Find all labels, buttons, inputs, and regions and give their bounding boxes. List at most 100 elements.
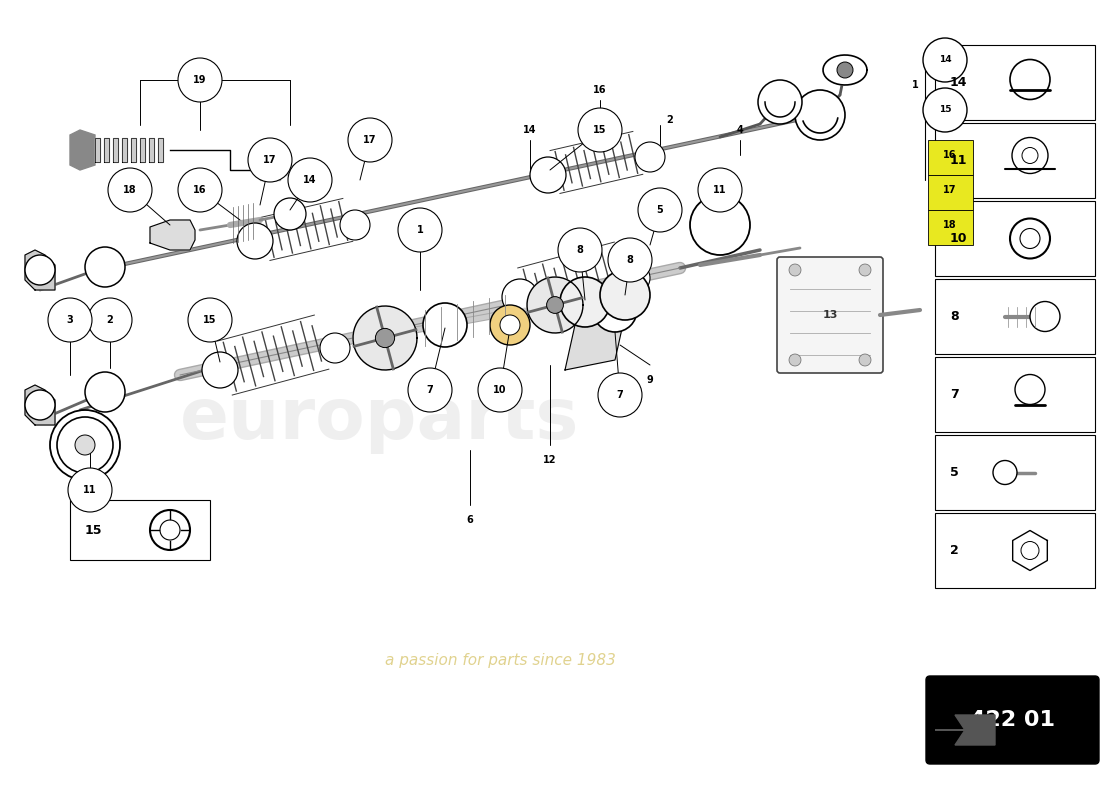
- Text: 7: 7: [950, 388, 959, 401]
- Bar: [928, 175, 974, 210]
- Circle shape: [478, 368, 522, 412]
- Text: europarts: europarts: [180, 386, 580, 454]
- Text: 16: 16: [593, 85, 607, 95]
- Bar: [935, 45, 1094, 120]
- Circle shape: [48, 298, 92, 342]
- Text: 8: 8: [950, 310, 958, 323]
- Circle shape: [1012, 138, 1048, 174]
- Polygon shape: [527, 277, 583, 333]
- Polygon shape: [353, 306, 417, 370]
- Circle shape: [530, 157, 566, 193]
- Circle shape: [578, 108, 621, 152]
- Circle shape: [490, 305, 530, 345]
- Circle shape: [424, 303, 468, 347]
- Circle shape: [178, 58, 222, 102]
- Circle shape: [57, 417, 113, 473]
- Text: 8: 8: [627, 255, 634, 265]
- Circle shape: [150, 510, 190, 550]
- Bar: [935, 123, 1094, 198]
- Text: 15: 15: [204, 315, 217, 325]
- Polygon shape: [280, 165, 295, 175]
- Circle shape: [25, 255, 55, 285]
- Circle shape: [993, 461, 1018, 485]
- Polygon shape: [823, 55, 867, 85]
- Polygon shape: [158, 138, 163, 162]
- Text: 13: 13: [823, 310, 838, 320]
- Text: 18: 18: [123, 185, 136, 195]
- Circle shape: [558, 228, 602, 272]
- Text: 5: 5: [657, 205, 663, 215]
- Circle shape: [1015, 374, 1045, 405]
- Polygon shape: [148, 138, 154, 162]
- Circle shape: [598, 373, 642, 417]
- Polygon shape: [122, 138, 127, 162]
- Polygon shape: [131, 138, 136, 162]
- Circle shape: [1020, 229, 1040, 249]
- Polygon shape: [260, 160, 280, 180]
- Circle shape: [178, 168, 222, 212]
- Circle shape: [108, 168, 152, 212]
- Polygon shape: [565, 315, 625, 370]
- Circle shape: [88, 298, 132, 342]
- Circle shape: [560, 277, 610, 327]
- Circle shape: [288, 158, 332, 202]
- Text: 18: 18: [943, 220, 957, 230]
- Text: 11: 11: [84, 485, 97, 495]
- Polygon shape: [25, 250, 55, 290]
- Polygon shape: [95, 138, 100, 162]
- Bar: [935, 357, 1094, 432]
- Circle shape: [1010, 59, 1050, 99]
- Polygon shape: [1013, 530, 1047, 570]
- Circle shape: [837, 62, 852, 78]
- Text: 5: 5: [950, 466, 959, 479]
- Circle shape: [274, 198, 306, 230]
- Circle shape: [1030, 302, 1060, 331]
- Circle shape: [1021, 542, 1040, 559]
- Text: 10: 10: [493, 385, 507, 395]
- Text: 2: 2: [107, 315, 113, 325]
- Text: 10: 10: [950, 232, 968, 245]
- Circle shape: [600, 270, 650, 320]
- Polygon shape: [935, 715, 996, 745]
- Circle shape: [340, 210, 370, 240]
- Circle shape: [500, 315, 520, 335]
- Text: 14: 14: [524, 125, 537, 135]
- Polygon shape: [104, 138, 109, 162]
- Text: 15: 15: [85, 523, 102, 537]
- Bar: [928, 140, 974, 175]
- Text: 2: 2: [667, 115, 673, 125]
- Circle shape: [1010, 218, 1050, 258]
- Circle shape: [502, 279, 538, 315]
- Circle shape: [398, 208, 442, 252]
- Circle shape: [50, 410, 120, 480]
- Circle shape: [188, 298, 232, 342]
- Bar: [70, 500, 210, 560]
- Circle shape: [85, 247, 125, 287]
- Circle shape: [859, 264, 871, 276]
- Circle shape: [248, 138, 292, 182]
- Text: 1: 1: [912, 80, 918, 90]
- Circle shape: [1022, 147, 1038, 163]
- Text: 4: 4: [737, 125, 744, 135]
- Polygon shape: [140, 138, 145, 162]
- FancyBboxPatch shape: [926, 676, 1099, 764]
- Text: 14: 14: [938, 55, 952, 65]
- Text: 3: 3: [67, 315, 74, 325]
- Circle shape: [795, 90, 845, 140]
- Bar: [935, 279, 1094, 354]
- Circle shape: [593, 288, 637, 332]
- Text: 17: 17: [944, 185, 957, 195]
- Text: 11: 11: [713, 185, 727, 195]
- Circle shape: [25, 390, 55, 420]
- Text: 14: 14: [304, 175, 317, 185]
- Text: 15: 15: [938, 106, 952, 114]
- Text: 17: 17: [263, 155, 277, 165]
- Circle shape: [202, 352, 238, 388]
- Text: 8: 8: [576, 245, 583, 255]
- Text: 15: 15: [593, 125, 607, 135]
- Circle shape: [758, 80, 802, 124]
- Text: 7: 7: [617, 390, 624, 400]
- Text: 9: 9: [647, 375, 653, 385]
- Circle shape: [698, 168, 742, 212]
- Bar: [935, 201, 1094, 276]
